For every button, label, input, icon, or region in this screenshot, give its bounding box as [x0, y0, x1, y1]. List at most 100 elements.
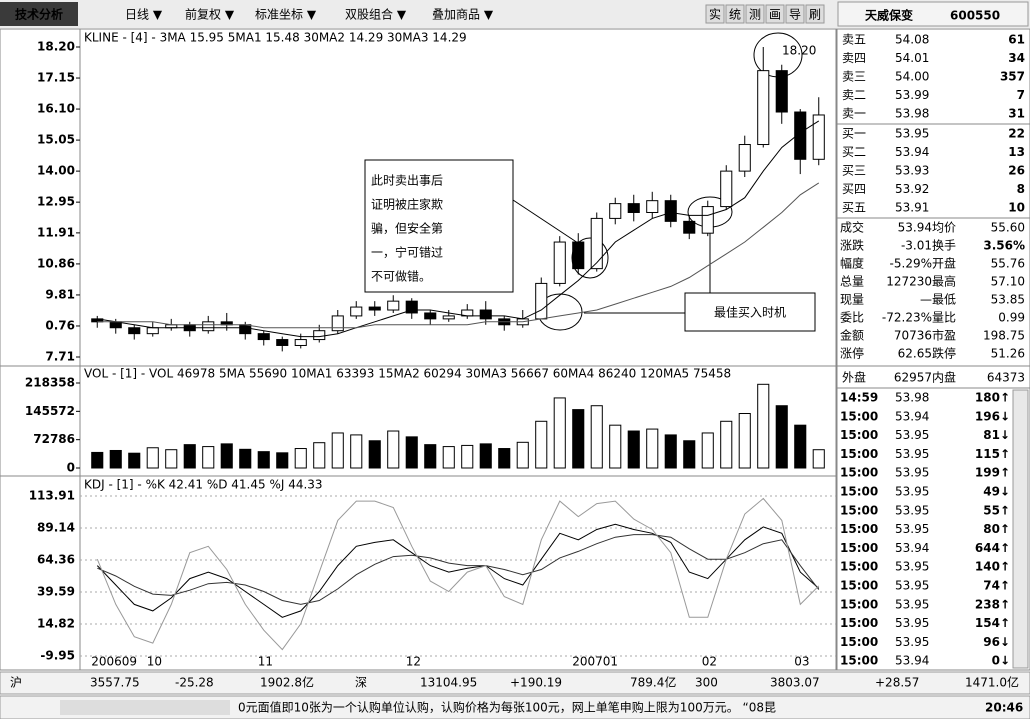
stat-label: 成交: [840, 220, 864, 235]
tick-volume: 154↑: [975, 616, 1010, 630]
tick-price: 53.95: [895, 522, 929, 536]
y-tick-label: -9.95: [40, 649, 75, 663]
volume-bar: [387, 430, 400, 469]
row-label: 卖二: [842, 88, 866, 102]
row-price: 53.94: [895, 145, 929, 159]
stat-label: 幅度: [840, 256, 864, 271]
tick-time: 15:00: [840, 635, 878, 649]
tool-label[interactable]: 导: [789, 8, 801, 22]
tick-price: 53.95: [895, 466, 929, 480]
tool-button[interactable]: [765, 4, 785, 24]
ticker-icons: [60, 700, 230, 715]
volume-bar: [535, 420, 548, 469]
candle-body: [572, 241, 585, 270]
volume-bar: [368, 440, 381, 469]
volume-bar: [350, 434, 363, 469]
stat-value: 51.26: [991, 347, 1025, 361]
candle-body: [775, 70, 788, 113]
tool-label[interactable]: 画: [769, 8, 781, 22]
x-tick-label: 200609: [91, 655, 137, 669]
status-item: 3557.75: [90, 676, 140, 690]
tick-volume: 81↓: [983, 428, 1010, 442]
y-tick-label: 39.59: [37, 585, 75, 599]
tool-button[interactable]: [705, 4, 725, 24]
status-item: -25.28: [175, 676, 214, 690]
x-tick-label: 200701: [572, 655, 618, 669]
tool-button[interactable]: [725, 4, 745, 24]
stat-label: 委比: [840, 311, 864, 325]
volume-bar: [294, 448, 307, 469]
tick-price: 53.95: [895, 579, 929, 593]
mode-label[interactable]: 技术分析: [15, 7, 63, 22]
tool-button[interactable]: [745, 4, 765, 24]
kdj-line: [97, 534, 820, 605]
tool-button[interactable]: [785, 4, 805, 24]
row-volume: 26: [1008, 164, 1025, 178]
x-tick-label: 10: [147, 655, 162, 669]
status-item: 1471.0亿: [965, 675, 1019, 690]
menu-item[interactable]: 标准坐标 ▼: [255, 8, 317, 22]
menu-item[interactable]: 日线 ▼: [125, 8, 163, 22]
tick-volume: 0↓: [992, 654, 1010, 668]
stat-label: 均价: [932, 221, 956, 235]
volume-bar: [683, 440, 696, 469]
y-tick-label: 11.91: [37, 225, 75, 239]
stat-value: 55.76: [991, 257, 1025, 271]
volume-bar: [239, 448, 252, 469]
tick-time: 15:00: [840, 409, 878, 423]
candle-body: [387, 300, 400, 311]
tick-price: 53.94: [895, 541, 929, 555]
menu-item[interactable]: 叠加商品 ▼: [432, 7, 494, 22]
tool-label[interactable]: 刷: [809, 8, 821, 22]
y-tick-label: 17.15: [37, 71, 75, 85]
menu-item[interactable]: 双股组合 ▼: [345, 7, 407, 22]
tool-label[interactable]: 实: [709, 7, 721, 22]
tool-button[interactable]: [805, 4, 825, 24]
buy-note: 最佳买入时机: [714, 306, 786, 320]
row-label: 买五: [842, 201, 866, 215]
stock-header: [837, 1, 1029, 27]
candle-body: [553, 241, 566, 284]
scrollbar[interactable]: [1012, 389, 1029, 669]
volume-bar: [590, 405, 603, 469]
menu-item[interactable]: 前复权 ▼: [185, 7, 235, 22]
tool-label[interactable]: 统: [729, 8, 741, 22]
tick-price: 53.95: [895, 635, 929, 649]
legend: VOL - [1] - VOL 46978 5MA 55690 10MA1 63…: [84, 367, 731, 381]
outer-value: 62957: [894, 371, 932, 385]
row-volume: 7: [1017, 88, 1025, 102]
tool-label[interactable]: 测: [749, 8, 761, 22]
inner-label: 内盘: [932, 370, 956, 385]
y-tick-label: 64.36: [37, 553, 75, 567]
candle-body: [368, 306, 381, 311]
y-tick-label: 72786: [33, 432, 75, 446]
tick-time: 14:59: [840, 391, 878, 405]
row-volume: 357: [1000, 70, 1025, 84]
volume-bar: [442, 446, 455, 469]
candle-body: [128, 327, 141, 335]
stat-value: 127230: [886, 275, 932, 289]
mode-button[interactable]: [0, 2, 78, 26]
stat-label: 开盘: [932, 256, 956, 271]
volume-bar: [146, 447, 159, 469]
candle-body: [683, 220, 696, 234]
volume-bar: [109, 449, 122, 469]
tick-price: 53.95: [895, 597, 929, 611]
ma-line: [97, 120, 820, 338]
row-price: 53.98: [895, 107, 929, 121]
row-price: 53.91: [895, 201, 929, 215]
volume-bar: [128, 452, 141, 469]
buy-note-box: [684, 292, 816, 332]
status-item: 300: [695, 676, 718, 690]
tick-time: 15:00: [840, 616, 878, 630]
status-item: +190.19: [510, 676, 562, 690]
stat-value: —: [920, 293, 932, 307]
quote-panel: [836, 28, 1030, 671]
candle-body: [294, 339, 307, 346]
clock: 20:46: [985, 701, 1023, 715]
candle-body: [627, 203, 640, 213]
row-label: 卖五: [842, 33, 866, 47]
x-tick-label: 11: [258, 655, 273, 669]
note-text: 骗，但安全第: [371, 221, 443, 236]
